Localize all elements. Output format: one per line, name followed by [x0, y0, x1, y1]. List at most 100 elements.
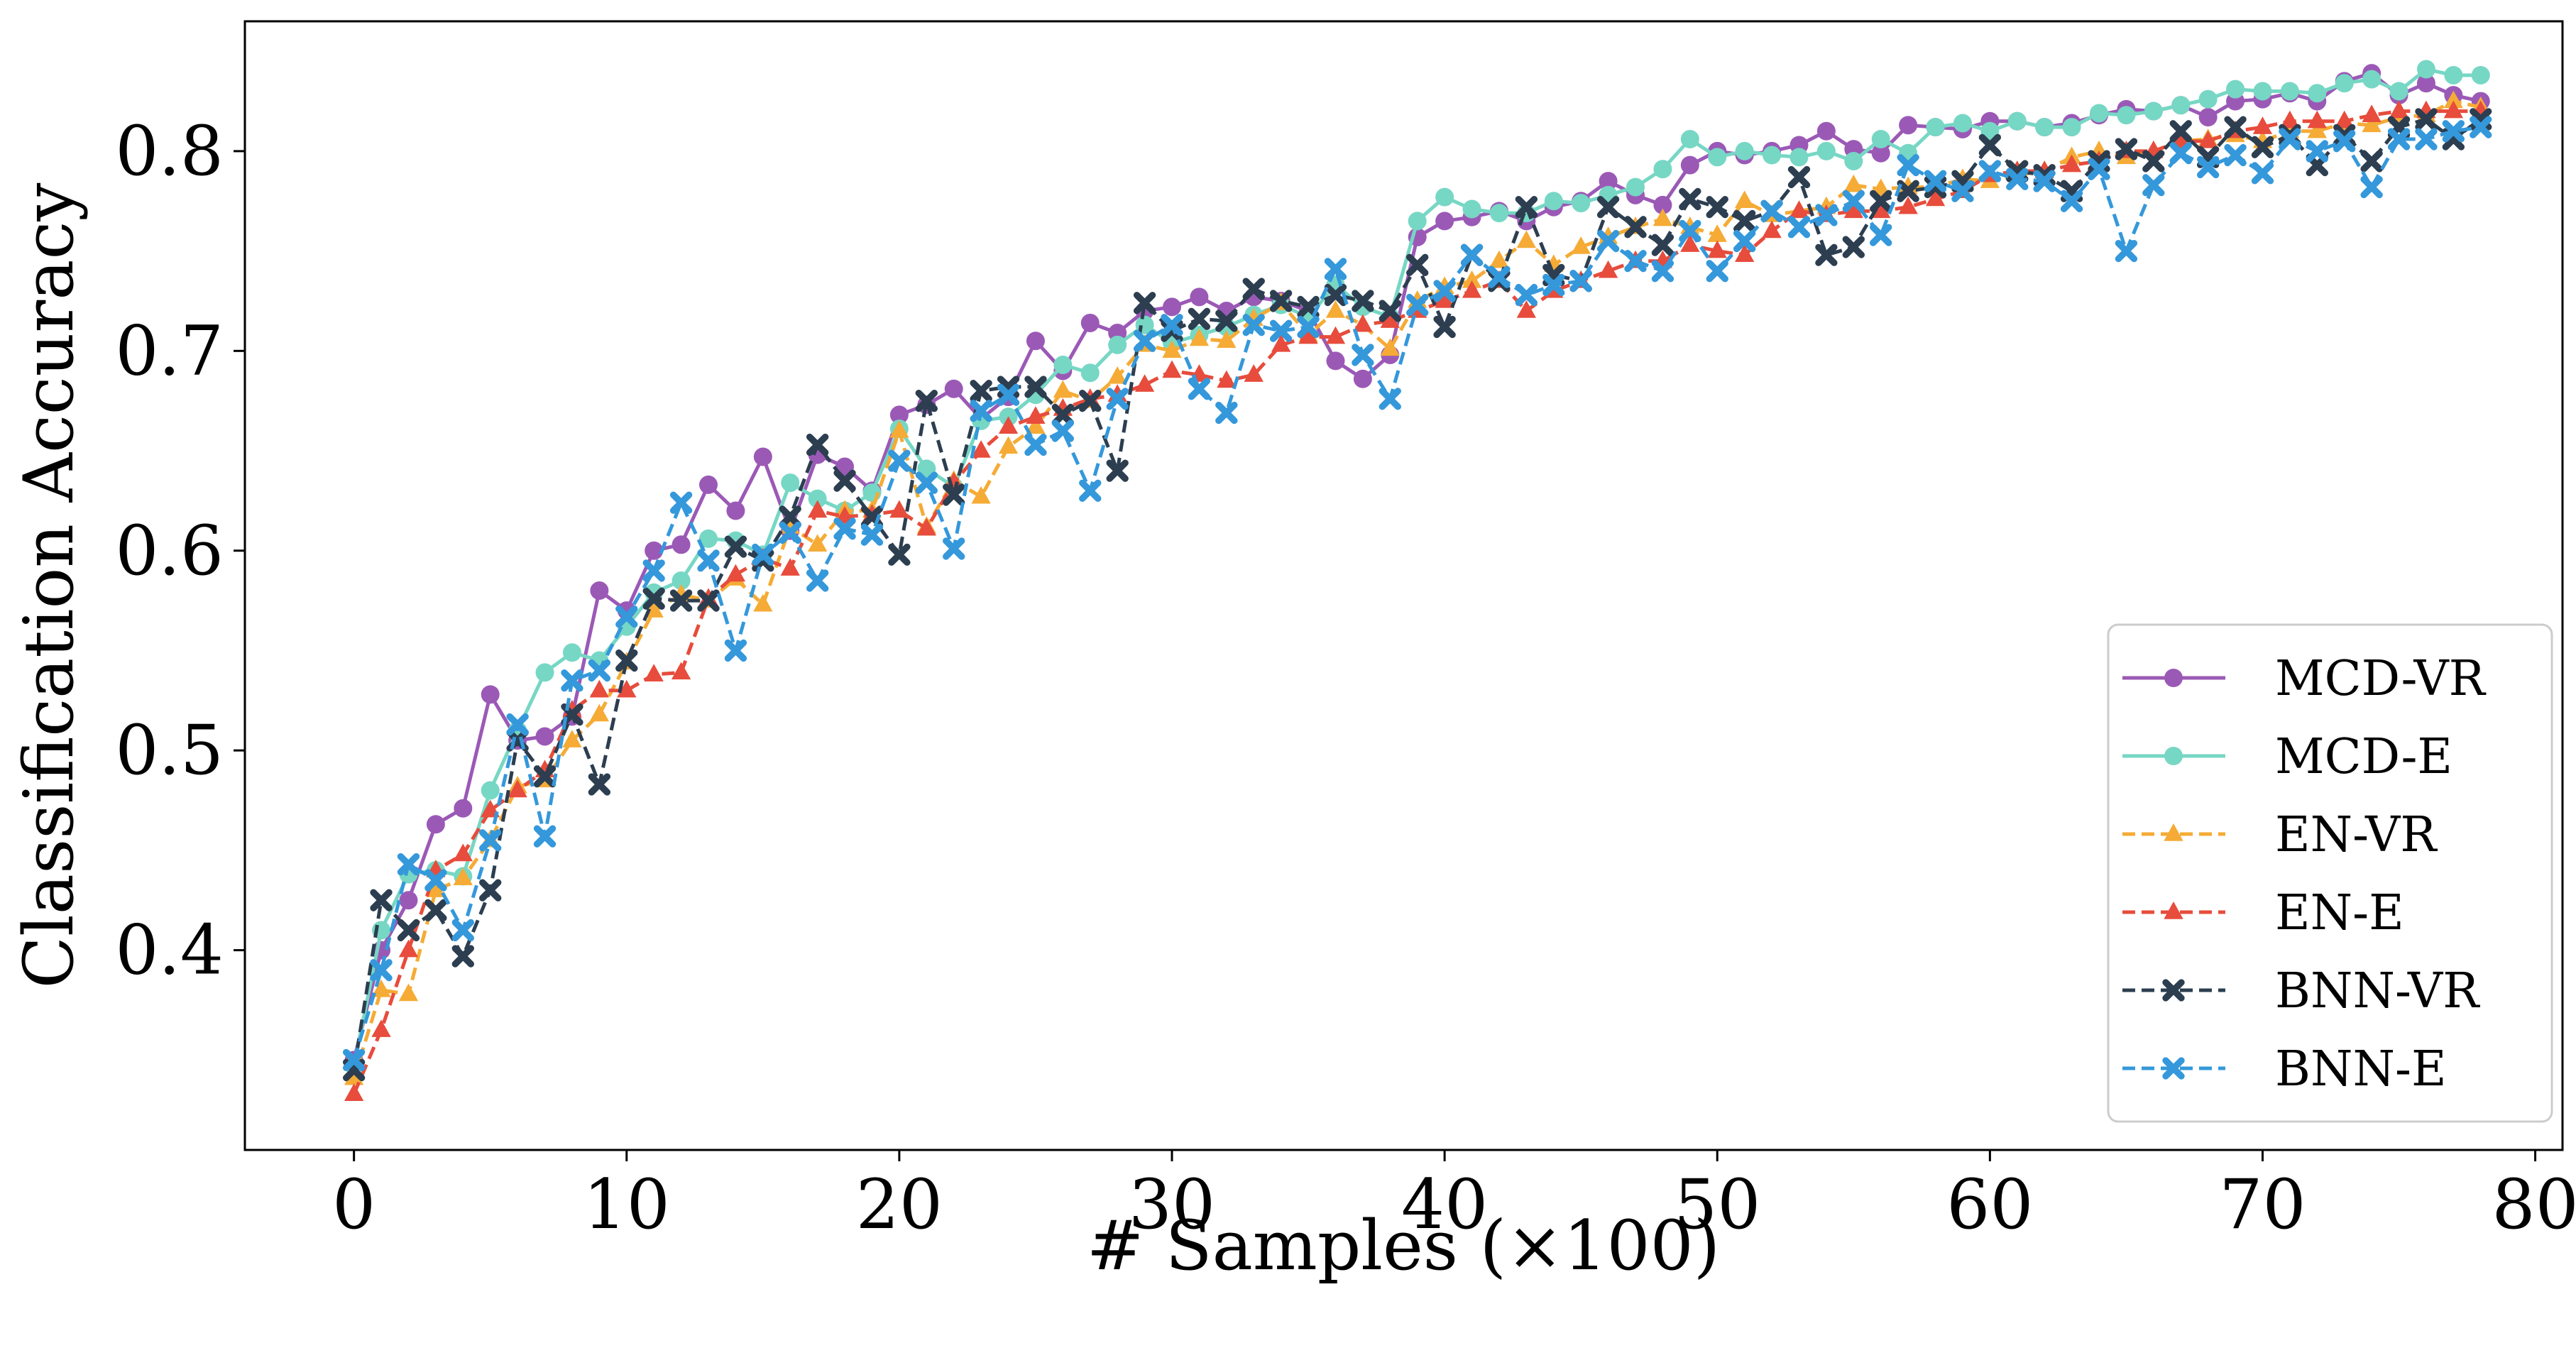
data-point-mcd-e	[1816, 141, 1836, 160]
data-point-bnn-e	[1978, 160, 2002, 182]
data-point-bnn-vr	[642, 587, 665, 610]
data-point-mcd-vr	[645, 541, 664, 560]
data-point-mcd-vr	[699, 475, 718, 494]
data-point-mcd-e	[1953, 114, 1972, 133]
data-point-bnn-e	[1706, 260, 1728, 283]
data-point-en-e	[1516, 300, 1537, 318]
data-point-mcd-e	[2035, 118, 2054, 137]
data-point-en-vr	[2362, 114, 2382, 133]
data-point-mcd-vr	[1680, 155, 1699, 175]
data-point-en-e	[971, 440, 991, 458]
data-point-bnn-e	[1679, 219, 1701, 243]
data-point-bnn-e	[1488, 265, 1511, 288]
data-point-mcd-e	[1708, 148, 1727, 167]
data-point-en-e	[2307, 110, 2327, 128]
data-point-en-vr	[371, 979, 391, 997]
data-point-mcd-e	[1462, 199, 1481, 219]
data-point-mcd-e	[2389, 82, 2408, 101]
data-point-bnn-e	[533, 825, 557, 848]
data-point-mcd-e	[781, 473, 800, 493]
data-point-mcd-vr	[1599, 172, 1618, 191]
data-point-mcd-e	[1735, 141, 1754, 160]
data-point-bnn-vr	[1515, 196, 1538, 219]
data-point-en-vr	[1843, 174, 1863, 192]
data-point-mcd-vr	[2198, 108, 2218, 127]
data-point-en-e	[1925, 188, 1946, 207]
legend-label-mcd-e: MCD-E	[2275, 729, 2452, 785]
data-point-bnn-e	[2142, 174, 2165, 197]
y-tick-label: 0.8	[115, 111, 224, 191]
data-point-mcd-e	[1763, 146, 1782, 165]
data-point-bnn-e	[2279, 128, 2301, 150]
data-point-bnn-vr	[806, 433, 829, 456]
data-point-bnn-e	[1870, 224, 1892, 246]
data-point-bnn-e	[615, 605, 638, 628]
data-point-mcd-vr	[1190, 287, 1209, 307]
data-point-mcd-vr	[535, 727, 554, 746]
legend-label-en-vr: EN-VR	[2275, 807, 2438, 863]
data-point-bnn-e	[669, 491, 693, 514]
data-point-bnn-e	[479, 829, 502, 852]
data-point-en-e	[617, 679, 637, 698]
data-point-bnn-e	[1815, 204, 1838, 226]
data-point-mcd-vr	[1163, 297, 1181, 317]
data-point-bnn-e	[2333, 130, 2356, 153]
data-point-mcd-e	[2444, 65, 2463, 84]
data-point-en-vr	[1380, 338, 1400, 356]
data-point-en-vr	[807, 534, 828, 552]
series-bnn-e	[342, 116, 2492, 1072]
data-point-mcd-e	[2144, 102, 2163, 121]
data-point-bnn-e	[1569, 270, 1592, 292]
data-point-bnn-vr	[888, 543, 911, 566]
data-point-mcd-e	[917, 459, 936, 478]
data-point-en-e	[1026, 406, 1046, 424]
data-point-mcd-e	[1572, 194, 1591, 213]
data-point-bnn-e	[2360, 175, 2383, 199]
data-point-en-e	[644, 664, 664, 681]
data-point-en-e	[2443, 100, 2464, 119]
data-point-bnn-e	[2006, 168, 2029, 190]
legend-marker-bnn-vr	[2162, 979, 2185, 1002]
y-tick-label: 0.6	[115, 511, 224, 591]
data-point-en-vr	[453, 867, 473, 886]
data-point-bnn-e	[1624, 250, 1647, 273]
data-point-bnn-e	[1379, 388, 1401, 410]
data-point-mcd-e	[2335, 74, 2354, 93]
data-point-bnn-e	[1324, 258, 1347, 280]
data-point-bnn-e	[2442, 120, 2465, 143]
data-point-en-e	[889, 500, 909, 518]
data-point-mcd-e	[2090, 104, 2108, 123]
data-point-mcd-vr	[726, 501, 745, 520]
data-point-bnn-vr	[1379, 300, 1401, 322]
data-point-bnn-vr	[1352, 290, 1374, 312]
data-point-en-e	[1217, 370, 1237, 388]
series-layer	[342, 60, 2492, 1101]
data-point-bnn-e	[1188, 378, 1211, 400]
data-point-bnn-e	[1897, 153, 1919, 177]
data-point-mcd-e	[1926, 118, 1945, 137]
data-point-bnn-e	[1133, 329, 1156, 352]
data-point-en-e	[916, 517, 936, 536]
data-point-bnn-e	[424, 869, 447, 892]
data-point-bnn-e	[1460, 243, 1484, 266]
data-point-bnn-vr	[397, 919, 420, 942]
data-point-mcd-vr	[889, 405, 909, 424]
data-point-bnn-vr	[1215, 309, 1238, 332]
data-point-bnn-vr	[1679, 187, 1701, 211]
data-point-bnn-vr	[1433, 315, 1456, 339]
data-point-bnn-e	[970, 400, 992, 422]
data-point-en-e	[1680, 234, 1700, 252]
data-point-bnn-vr	[1897, 180, 1919, 202]
data-point-mcd-e	[2117, 106, 2136, 125]
data-point-mcd-e	[1680, 130, 1699, 149]
data-point-mcd-e	[2007, 111, 2027, 131]
y-tick-label: 0.4	[115, 911, 224, 990]
data-point-mcd-e	[1871, 130, 1890, 149]
data-point-en-e	[1380, 310, 1400, 328]
legend-marker-mcd-e	[2164, 747, 2183, 765]
data-point-mcd-vr	[753, 447, 772, 466]
data-point-en-e	[344, 1083, 364, 1101]
data-point-bnn-e	[1733, 229, 1756, 253]
data-point-en-vr	[1217, 330, 1237, 349]
data-point-bnn-e	[1760, 199, 1783, 223]
